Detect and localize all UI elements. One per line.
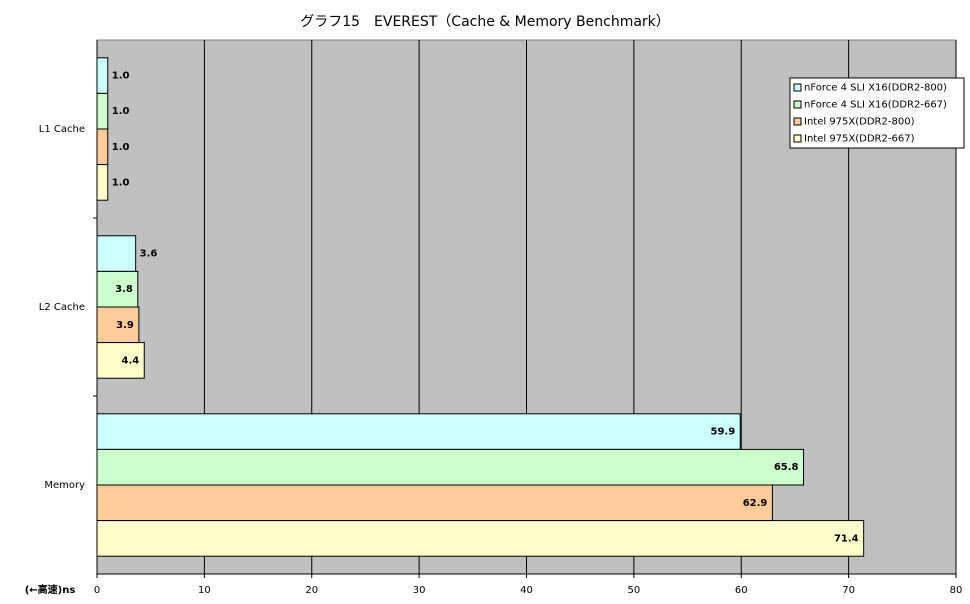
value-label: 62.9 [743,498,768,509]
legend-label: Intel 975X(DDR2-667) [804,134,915,145]
legend-label: Intel 975X(DDR2-800) [804,117,915,128]
legend-box [789,77,965,149]
bar [96,342,145,379]
legend-label: nForce 4 SLI X16(DDR2-667) [804,100,947,111]
value-label: 1.0 [112,106,130,117]
value-label: 3.6 [140,249,158,260]
x-tick-label: 30 [413,585,426,596]
x-tick-label: 50 [628,585,641,596]
value-label: 1.0 [112,71,130,82]
bar [96,306,140,344]
value-label: 1.0 [112,177,130,188]
value-label: 3.9 [116,320,134,331]
bar [96,57,109,94]
value-label: 4.4 [122,355,140,366]
y-tick-label: L1 Cache [39,124,85,135]
y-tick-label: L2 Cache [39,302,85,313]
value-label: 65.8 [774,462,799,473]
bar [96,448,805,486]
bar [96,164,109,201]
value-label: 1.0 [112,142,130,153]
y-tick-label: Memory [44,480,85,491]
x-tick-label: 10 [198,585,211,596]
legend-swatch [793,100,802,109]
value-label: 71.4 [834,533,859,544]
legend-swatch [793,117,802,126]
bar [96,413,741,450]
value-label: 59.9 [710,427,735,438]
x-tick-label: 40 [520,585,533,596]
bar [96,484,773,522]
value-label: 3.8 [115,284,133,295]
x-tick-label: 60 [735,585,748,596]
legend-label: nForce 4 SLI X16(DDR2-800) [804,83,947,94]
bar [96,128,109,166]
legend-swatch [793,83,802,92]
x-tick-label: 0 [94,585,100,596]
x-axis-label: (←高速)ns [25,583,76,596]
legend-swatch [793,134,802,143]
bar [96,520,865,557]
x-tick-label: 80 [950,585,963,596]
x-tick-label: 70 [842,585,855,596]
bar [96,235,137,272]
chart-title: グラフ15 EVEREST（Cache & Memory Benchmark） [300,14,670,30]
bar [96,270,139,308]
bar [96,92,109,130]
x-tick-label: 20 [305,585,318,596]
